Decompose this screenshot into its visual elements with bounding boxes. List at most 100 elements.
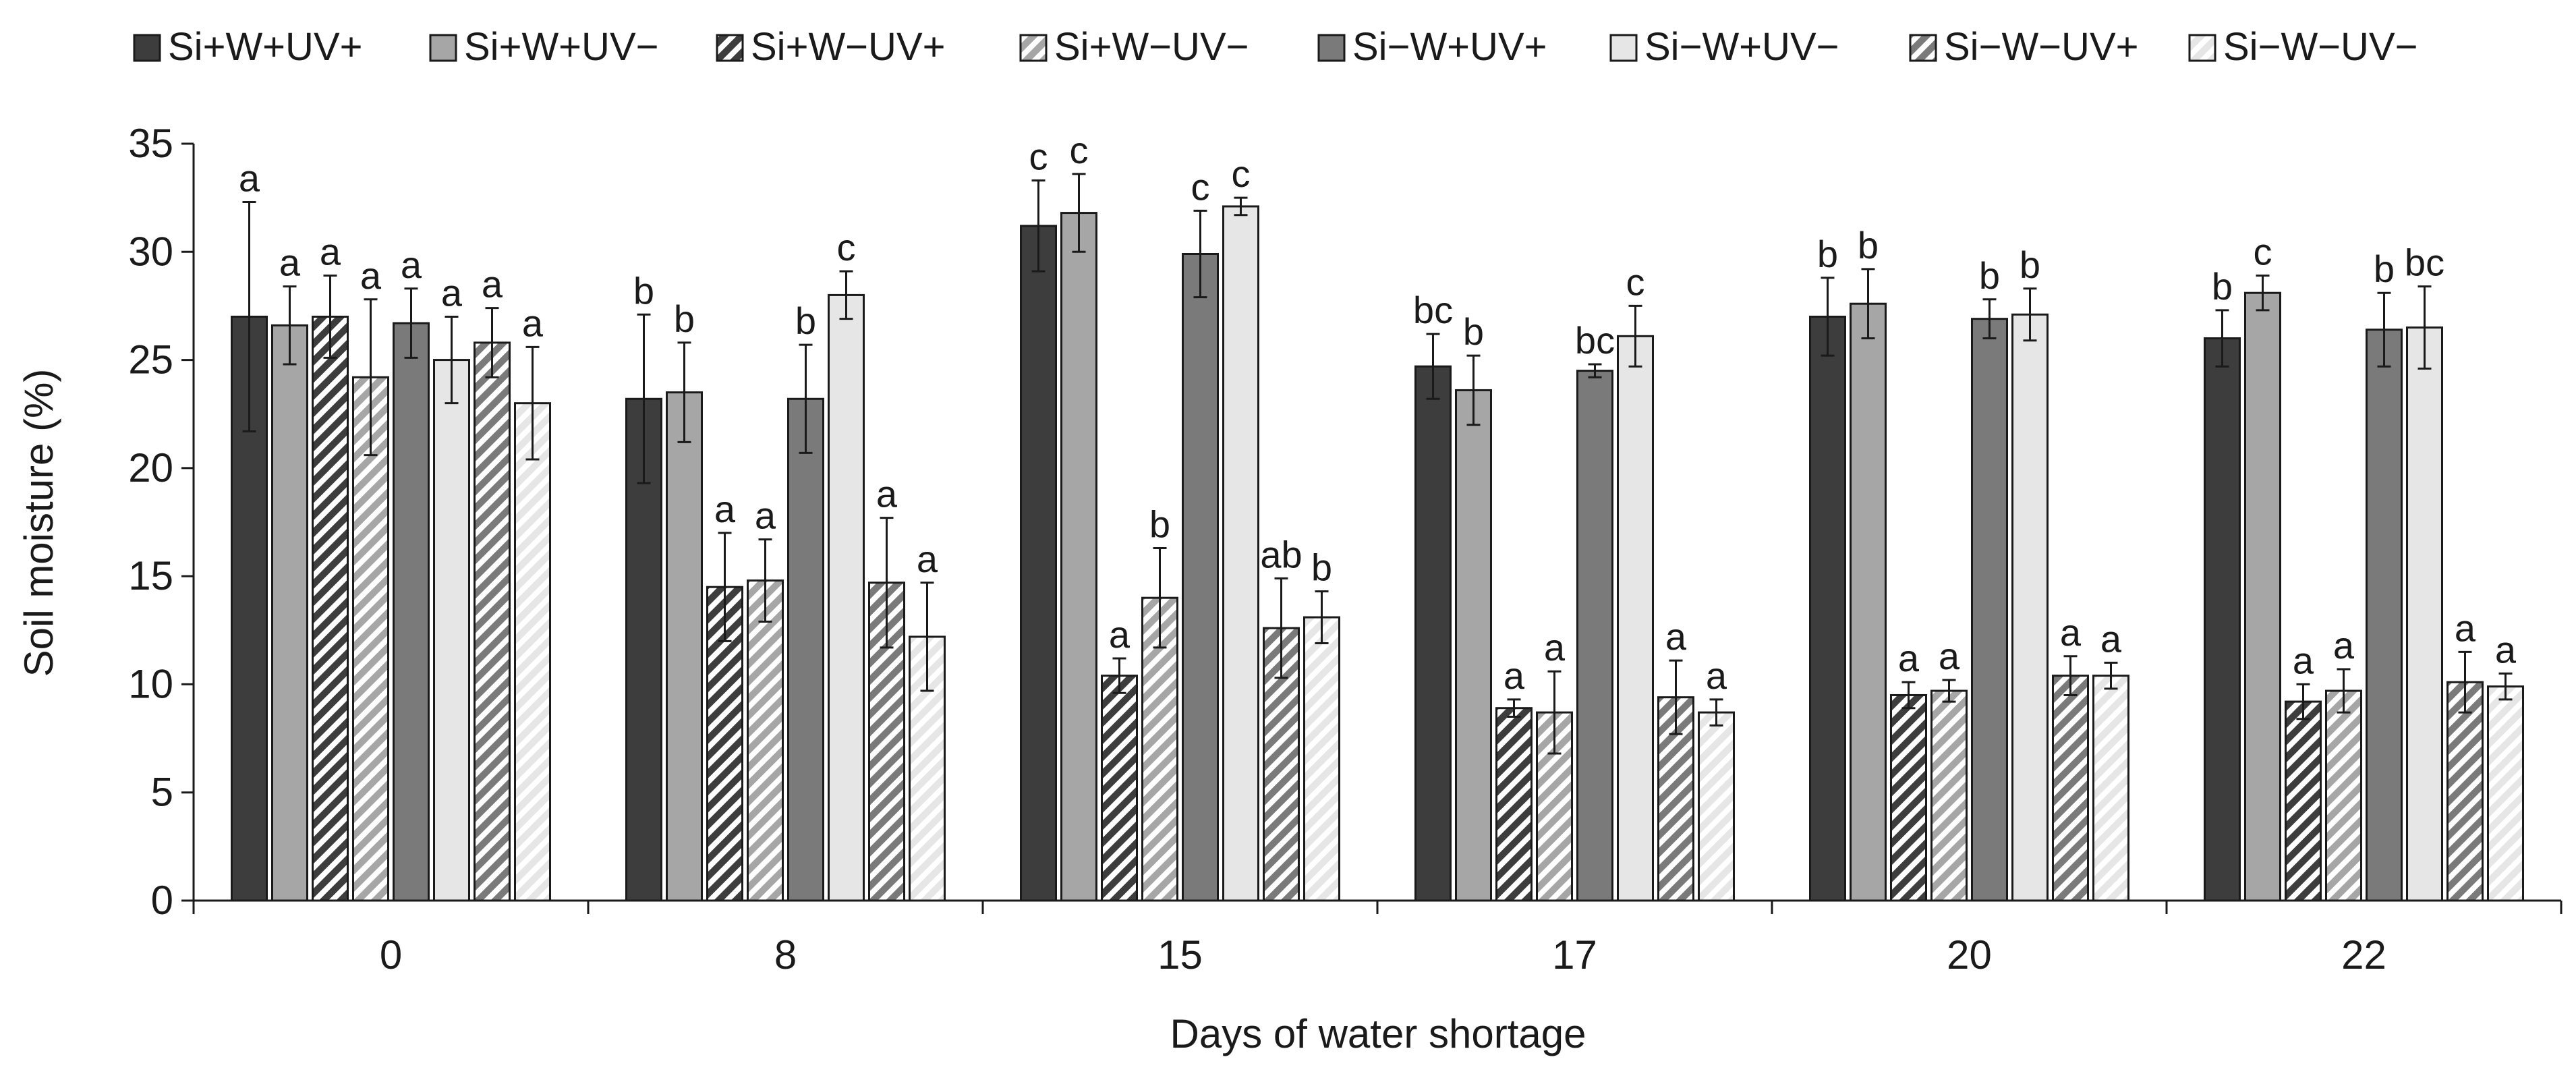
bar-si-plusw-minusuv-plus-day-0 bbox=[312, 315, 349, 902]
bar-si-minusw-plusuv-minus-day-20 bbox=[2011, 313, 2049, 902]
significance-label: a bbox=[360, 254, 382, 297]
significance-label: c bbox=[1626, 260, 1645, 303]
error-bar-si-minusw-plusuv-minus-day-22 bbox=[2417, 285, 2432, 370]
bar-si-minusw-plusuv-plus-day-15 bbox=[1182, 252, 1219, 902]
legend-swatch bbox=[1317, 34, 1346, 62]
error-bar-si-plusw-minusuv-minus-day-0 bbox=[364, 298, 378, 457]
legend-label: Si+W+UV− bbox=[464, 25, 659, 69]
bars-layer bbox=[231, 205, 2524, 902]
error-bar-si-minusw-plusuv-minus-day-8 bbox=[839, 270, 853, 320]
significance-label: a bbox=[2293, 639, 2314, 681]
y-axis-title: Soil moisture (%) bbox=[16, 369, 61, 677]
bar-si-minusw-minusuv-minus-day-0 bbox=[514, 402, 551, 902]
bar-si-minusw-plusuv-plus-day-8 bbox=[787, 397, 824, 902]
error-bar-si-minusw-minusuv-minus-day-15 bbox=[1315, 590, 1329, 645]
x-tick-label: 8 bbox=[774, 932, 797, 977]
x-tick-label: 17 bbox=[1552, 932, 1597, 977]
x-tick-label: 15 bbox=[1157, 932, 1203, 977]
error-bars-layer bbox=[242, 173, 2513, 755]
significance-label: c bbox=[1070, 129, 1089, 171]
significance-label: b bbox=[795, 300, 816, 342]
y-tick-label: 20 bbox=[128, 445, 173, 490]
significance-label: a bbox=[239, 157, 260, 200]
legend-item-si-minusw-minusuv-minus: Si−W−UV− bbox=[2188, 25, 2418, 69]
error-bar-si-minusw-plusuv-minus-day-20 bbox=[2023, 287, 2037, 342]
error-bar-si-plusw-minusuv-minus-day-15 bbox=[1153, 546, 1167, 649]
legend-label: Si+W−UV− bbox=[1054, 25, 1249, 69]
y-tick-label: 5 bbox=[151, 770, 173, 815]
significance-label: c bbox=[837, 226, 856, 268]
bar-si-plusw-plusuv-minus-day-0 bbox=[271, 324, 308, 902]
bar-si-plusw-minusuv-plus-day-8 bbox=[706, 586, 743, 902]
bar-si-minusw-minusuv-plus-day-0 bbox=[474, 341, 511, 902]
error-bar-si-plusw-minusuv-minus-day-17 bbox=[1547, 670, 1562, 755]
bar-si-minusw-plusuv-plus-day-17 bbox=[1576, 370, 1613, 902]
significance-label: a bbox=[1706, 654, 1727, 697]
significance-label: a bbox=[2060, 611, 2082, 654]
error-bar-si-plusw-minusuv-plus-day-15 bbox=[1112, 657, 1126, 694]
error-bar-si-minusw-minusuv-plus-day-0 bbox=[485, 307, 499, 378]
significance-label: c bbox=[1029, 135, 1048, 177]
error-bar-si-minusw-plusuv-plus-day-17 bbox=[1588, 363, 1602, 378]
bar-si-minusw-minusuv-minus-day-22 bbox=[2487, 685, 2524, 902]
y-tick-label: 15 bbox=[128, 553, 173, 598]
bar-si-minusw-minusuv-minus-day-17 bbox=[1698, 711, 1735, 902]
bar-si-plusw-plusuv-minus-day-22 bbox=[2244, 291, 2281, 902]
bar-si-plusw-minusuv-minus-day-0 bbox=[352, 376, 389, 902]
bar-si-minusw-minusuv-minus-day-15 bbox=[1303, 616, 1340, 902]
legend-label: Si+W+UV+ bbox=[168, 25, 363, 69]
significance-label: c bbox=[1232, 152, 1251, 195]
legend-label: Si−W+UV+ bbox=[1352, 25, 1547, 69]
bar-si-plusw-plusuv-minus-day-20 bbox=[1850, 302, 1887, 902]
error-bar-si-minusw-plusuv-plus-day-0 bbox=[404, 287, 418, 359]
error-bar-si-plusw-minusuv-plus-day-0 bbox=[323, 275, 337, 359]
bar-si-plusw-minusuv-plus-day-22 bbox=[2285, 700, 2322, 902]
significance-label: a bbox=[714, 488, 736, 530]
legend-label: Si+W−UV+ bbox=[751, 25, 946, 69]
bar-si-minusw-minusuv-plus-day-22 bbox=[2446, 681, 2484, 902]
significance-label: a bbox=[2495, 628, 2517, 671]
significance-label: a bbox=[1939, 635, 1960, 677]
error-bar-si-plusw-minusuv-plus-day-8 bbox=[718, 532, 732, 642]
significance-label: b bbox=[1817, 233, 1838, 275]
x-tick-label: 0 bbox=[380, 932, 402, 977]
error-bar-si-minusw-minusuv-minus-day-20 bbox=[2104, 661, 2118, 690]
bar-si-plusw-minusuv-plus-day-17 bbox=[1495, 707, 1533, 902]
legend-label: Si−W−UV+ bbox=[1944, 25, 2139, 69]
bar-si-minusw-minusuv-minus-day-20 bbox=[2092, 675, 2129, 902]
error-bar-si-plusw-plusuv-plus-day-22 bbox=[2215, 309, 2229, 368]
legend-item-si-plusw-plusuv-minus: Si+W+UV− bbox=[429, 25, 659, 69]
legend-label: Si−W−UV− bbox=[2223, 25, 2418, 69]
bar-si-minusw-minusuv-plus-day-20 bbox=[2052, 675, 2089, 902]
bar-si-minusw-plusuv-minus-day-15 bbox=[1222, 205, 1259, 902]
significance-label: a bbox=[279, 242, 301, 284]
error-bar-si-minusw-minusuv-minus-day-22 bbox=[2498, 672, 2513, 701]
error-bar-si-minusw-plusuv-plus-day-15 bbox=[1193, 209, 1207, 299]
significance-label: a bbox=[1544, 626, 1566, 669]
significance-label: a bbox=[2333, 624, 2355, 666]
significance-label: a bbox=[401, 244, 422, 286]
error-bar-si-minusw-plusuv-plus-day-8 bbox=[799, 343, 813, 454]
significance-label: a bbox=[2455, 606, 2476, 649]
significance-label: b bbox=[1463, 310, 1484, 353]
significance-label: b bbox=[1311, 546, 1332, 589]
bar-si-plusw-minusuv-plus-day-20 bbox=[1890, 693, 1927, 902]
significance-label: a bbox=[755, 494, 776, 537]
error-bar-si-plusw-minusuv-plus-day-17 bbox=[1507, 698, 1521, 718]
bar-si-minusw-plusuv-plus-day-0 bbox=[393, 322, 430, 902]
x-tick-label: 22 bbox=[2341, 932, 2386, 977]
error-bar-si-minusw-minusuv-plus-day-8 bbox=[880, 517, 894, 649]
bar-si-minusw-plusuv-minus-day-22 bbox=[2406, 326, 2443, 902]
bar-si-plusw-minusuv-minus-day-20 bbox=[1930, 689, 1968, 902]
legend-swatch bbox=[716, 34, 744, 62]
significance-label: b bbox=[2374, 248, 2395, 290]
bar-si-plusw-plusuv-plus-day-17 bbox=[1414, 365, 1452, 902]
significance-label: a bbox=[1665, 615, 1687, 658]
error-bar-si-plusw-minusuv-plus-day-20 bbox=[1901, 681, 1916, 710]
significance-label: b bbox=[2020, 244, 2040, 286]
error-bar-si-plusw-plusuv-minus-day-8 bbox=[677, 341, 691, 443]
error-bar-si-minusw-minusuv-minus-day-0 bbox=[525, 345, 540, 461]
error-bar-si-plusw-minusuv-minus-day-20 bbox=[1942, 679, 1956, 703]
x-tick-label: 20 bbox=[1947, 932, 1992, 977]
